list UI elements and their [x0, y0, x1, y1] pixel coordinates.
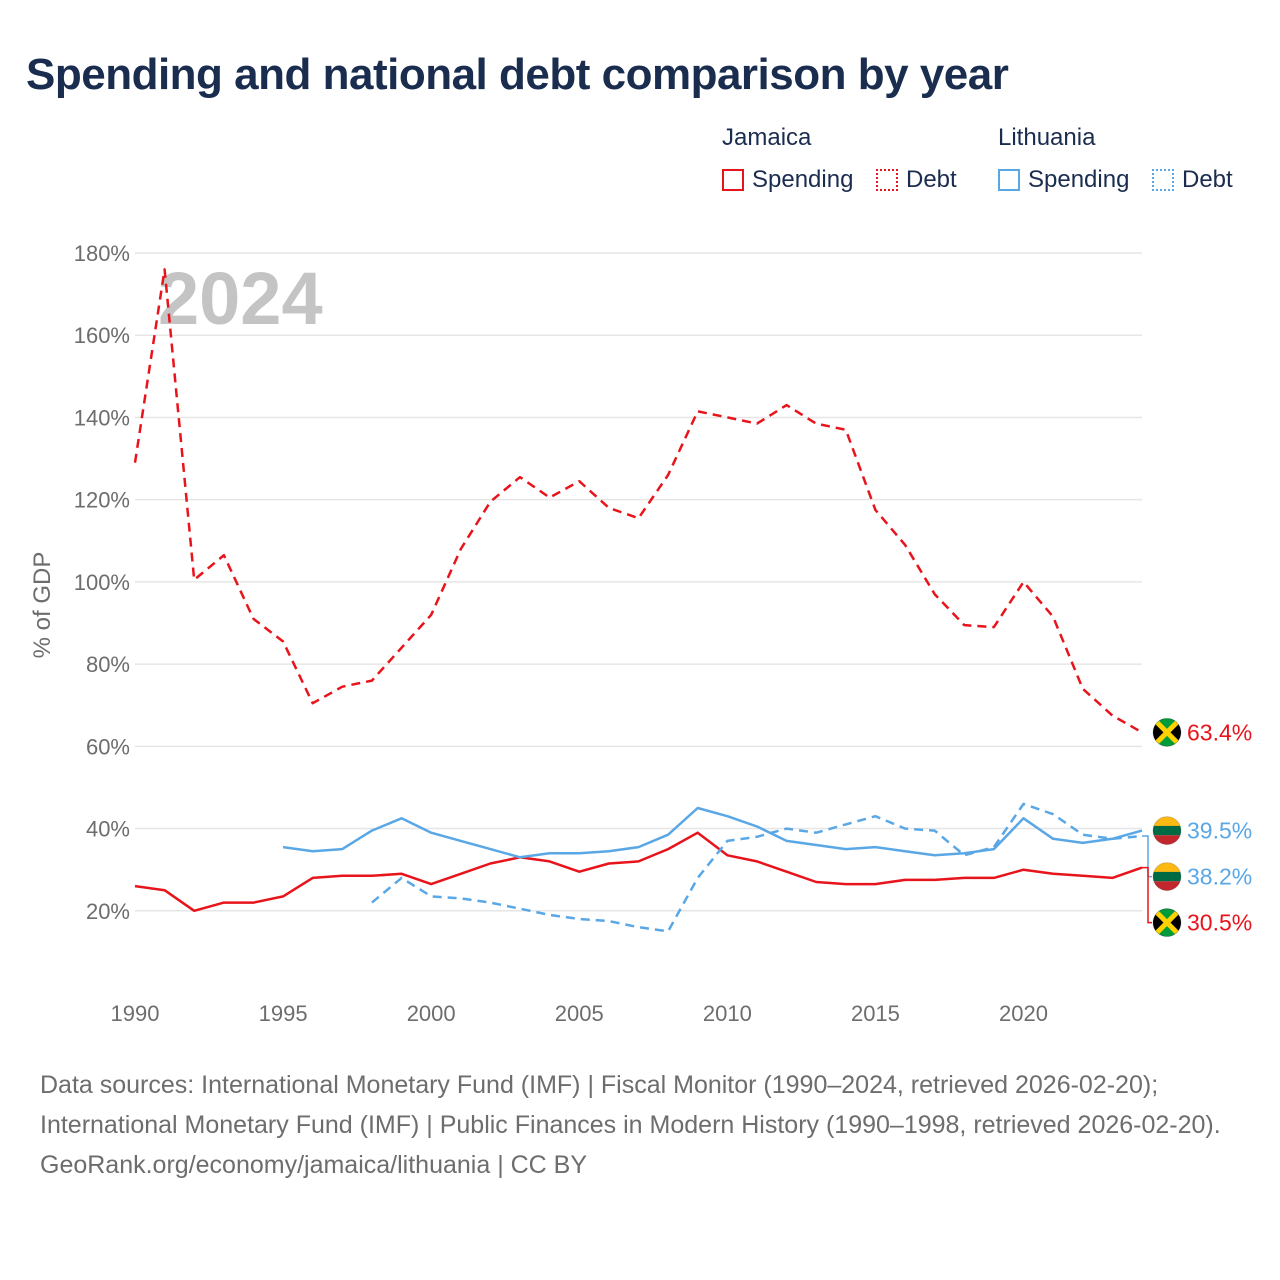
y-tick-label: 80% [86, 652, 130, 677]
x-tick-label: 1990 [111, 1001, 160, 1026]
lithuania-flag-icon [1152, 816, 1182, 846]
legend-swatch-solid-icon [998, 169, 1020, 191]
jamaica-flag-icon [1152, 908, 1182, 938]
legend-lithuania-spending[interactable]: Spending [998, 166, 1129, 194]
legend-swatch-solid-icon [722, 169, 744, 191]
y-tick-label: 140% [74, 405, 130, 430]
end-value-label: 38.2% [1187, 864, 1252, 890]
series-line-lithuania-debt [371, 802, 1143, 933]
label-connector [1142, 835, 1152, 878]
end-value-label: 63.4% [1187, 719, 1252, 745]
x-tick-label: 1995 [259, 1001, 308, 1026]
y-tick-label: 100% [74, 570, 130, 595]
legend-jamaica-spending[interactable]: Spending [722, 166, 853, 194]
legend-swatch-dotted-icon [876, 169, 898, 191]
y-tick-label: 120% [74, 488, 130, 513]
footer: Data sources: International Monetary Fun… [40, 1065, 1240, 1185]
x-tick-label: 2010 [703, 1001, 752, 1026]
x-tick-label: 2000 [407, 1001, 456, 1026]
legend-group-jamaica: Jamaica [722, 124, 812, 151]
end-value-label: 30.5% [1187, 910, 1252, 936]
end-labels: 63.4% 39.5% 38.2% 30.5% [1142, 717, 1252, 938]
y-tick-label: 160% [74, 323, 130, 348]
legend-swatch-dotted-icon [1152, 169, 1174, 191]
legend-lithuania-debt[interactable]: Debt [1152, 166, 1233, 194]
data-sources: Data sources: International Monetary Fun… [40, 1071, 1221, 1139]
y-tick-label: 60% [86, 734, 130, 759]
end-value-label: 39.5% [1187, 818, 1252, 844]
series-line-jamaica-spending [134, 831, 1143, 913]
y-tick-label: 40% [86, 817, 130, 842]
chart-area: 20%40%60%80%100%120%140%160%180% 1990 199… [29, 241, 1252, 1026]
y-tick-label: 180% [74, 241, 130, 266]
credit-link[interactable]: GeoRank.org/economy/jamaica/lithuania | … [40, 1151, 588, 1179]
legend-label: Debt [906, 166, 957, 193]
legend-label: Spending [752, 166, 854, 193]
chart-title: Spending and national debt comparison by… [26, 50, 1009, 99]
legend-label: Spending [1028, 166, 1130, 193]
lithuania-flag-icon [1152, 862, 1182, 892]
y-axis: 20% 40% 60% 80% 100% 120% 140% 160% 180% [74, 241, 130, 924]
y-tick-label: 20% [86, 899, 130, 924]
x-axis: 1990 1995 2000 2005 2010 2015 2020 [111, 1001, 1048, 1026]
legend-jamaica-debt[interactable]: Debt [876, 166, 957, 194]
legend-group-lithuania: Lithuania [998, 124, 1096, 151]
y-axis-label: % of GDP [29, 552, 56, 659]
series-lines [133, 268, 1143, 933]
year-watermark: 2024 [158, 257, 323, 340]
gridlines [135, 252, 1142, 912]
series-line-lithuania-spending [282, 806, 1143, 859]
jamaica-flag-icon [1152, 717, 1182, 747]
x-tick-label: 2015 [851, 1001, 900, 1026]
label-connector [1142, 866, 1152, 924]
x-tick-label: 2020 [999, 1001, 1048, 1026]
legend-label: Debt [1182, 166, 1233, 193]
x-tick-label: 2005 [555, 1001, 604, 1026]
